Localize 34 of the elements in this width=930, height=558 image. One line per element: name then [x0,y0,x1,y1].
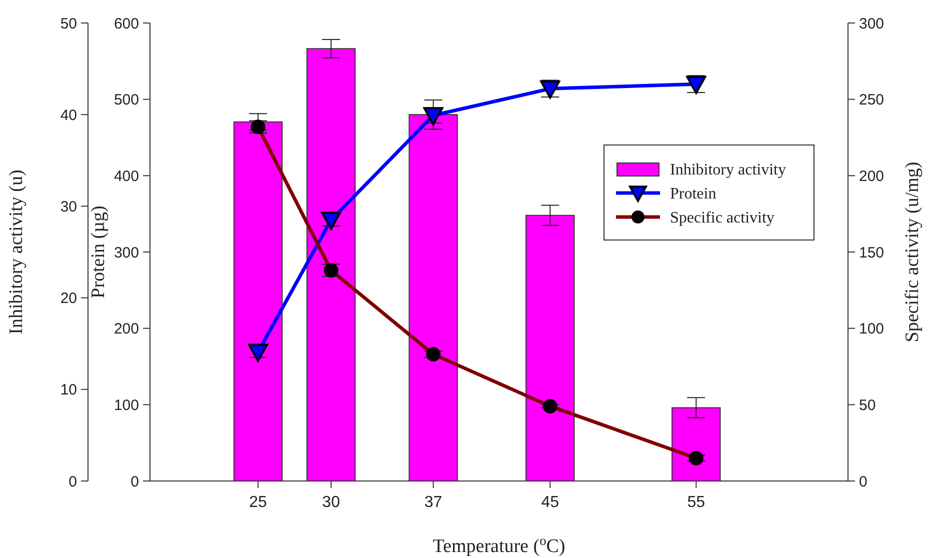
y-tick-label: 40 [60,106,77,124]
y3-tick-label: 600 [114,15,139,32]
legend-label: Specific activity [670,210,774,227]
y2-tick-label: 50 [859,396,876,414]
y-tick-label: 30 [60,198,77,216]
y2-axis-title: Specific activity (u/mg) [902,162,923,342]
y-axis-title: Inhibitory activity (u) [6,170,27,334]
x-tick-label: 37 [424,494,442,511]
y2-tick-label: 100 [859,320,884,338]
y2-tick-label: 200 [859,168,884,185]
y3-tick-label: 0 [130,473,139,490]
legend-label: Protein [670,186,716,203]
y-tick-label: 20 [60,290,77,308]
y3-tick-label: 400 [114,168,139,185]
x-tick-label: 30 [322,494,340,511]
y-tick-label: 0 [68,473,77,490]
y3-tick-label: 200 [114,320,139,338]
y2-tick-label: 250 [859,92,884,109]
y-tick-label: 10 [60,382,77,399]
y2-tick-label: 150 [859,244,884,262]
x-tick-label: 55 [687,494,706,511]
x-tick-label: 25 [249,494,268,511]
y3-tick-label: 500 [114,92,139,109]
y2-tick-label: 0 [859,473,868,490]
point [248,344,268,362]
y3-tick-label: 100 [114,396,139,414]
x-axis-title: Temperature ($^{o}$C) [432,532,566,557]
legend-label: Inhibitory activity [670,162,786,179]
y2-tick-label: 300 [859,15,884,32]
x-tick-label: 45 [541,494,560,511]
y3-tick-label: 300 [114,244,139,262]
point [321,212,342,230]
y3-axis-title: Protein (µg) [88,206,109,298]
y-tick-label: 50 [60,15,77,32]
